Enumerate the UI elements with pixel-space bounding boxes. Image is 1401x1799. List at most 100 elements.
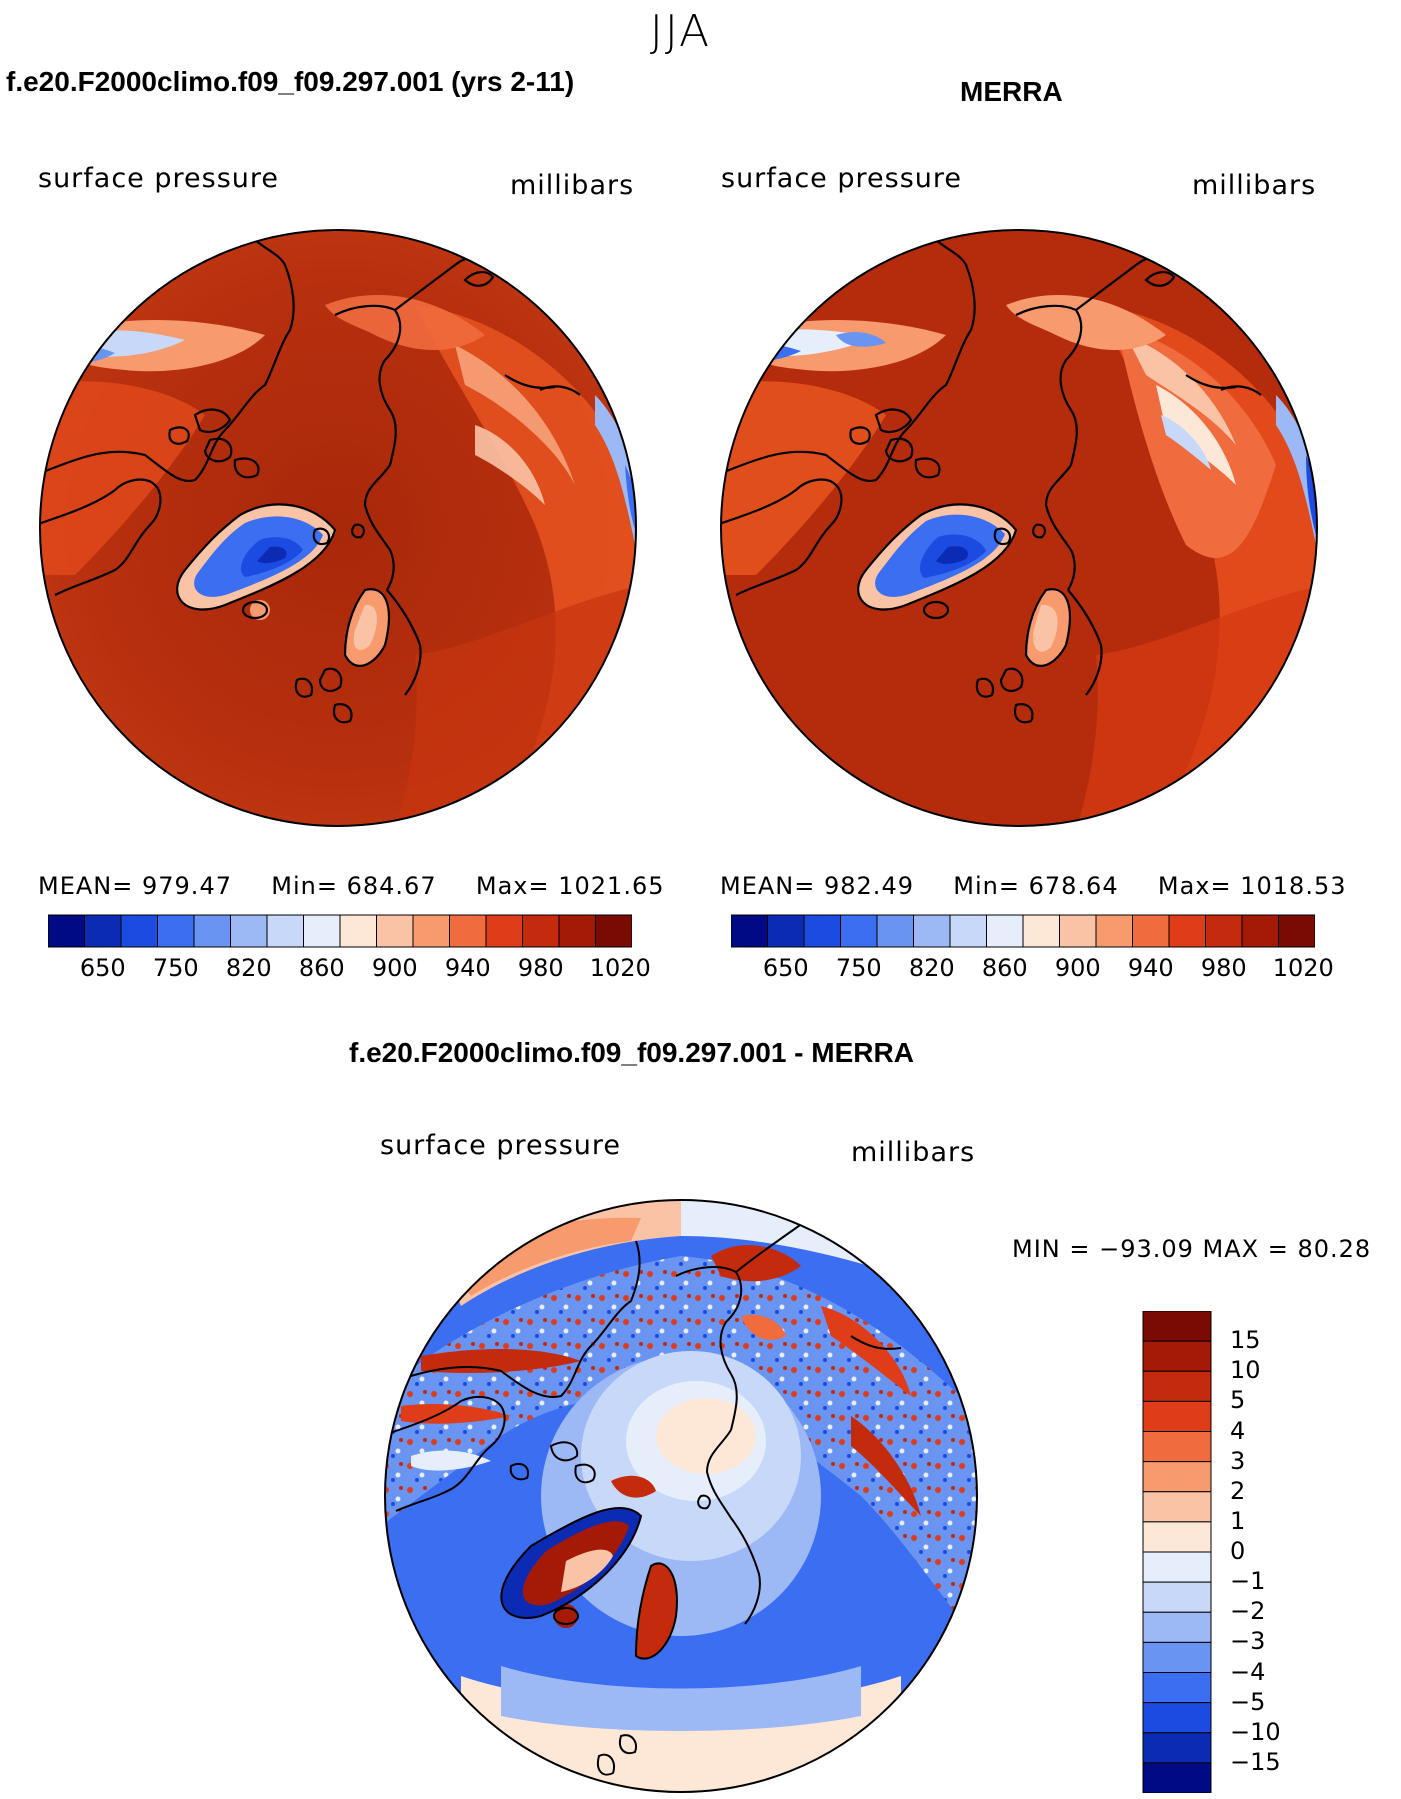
merra-colorbar: [731, 914, 1315, 948]
colorbar-tick-label: 1020: [1272, 954, 1334, 982]
colorbar-swatch: [522, 914, 560, 948]
colorbar-swatch: [986, 914, 1024, 948]
colorbar-tick-label: −5: [1230, 1687, 1266, 1716]
colorbar-swatch: [731, 914, 768, 948]
colorbar-tick-label: −3: [1230, 1627, 1266, 1656]
colorbar-swatch: [803, 914, 841, 948]
colorbar-swatch: [1142, 1400, 1212, 1432]
colorbar-tick-label: 1: [1230, 1506, 1246, 1535]
colorbar-swatch: [412, 914, 450, 948]
colorbar-tick-label: 10: [1230, 1356, 1261, 1385]
colorbar-swatch: [595, 914, 632, 948]
colorbar-tick-label: 750: [152, 954, 199, 982]
colorbar-swatch: [48, 914, 85, 948]
colorbar-swatch: [1059, 914, 1097, 948]
colorbar-swatch: [157, 914, 195, 948]
merra-colorbar-ticks: 650 750 820 860 900 940 980 1020: [731, 954, 1334, 984]
colorbar-swatch: [1142, 1641, 1212, 1673]
merra-mean-label: MEAN=: [720, 872, 816, 900]
colorbar-tick-label: 750: [835, 954, 882, 982]
colorbar-swatch: [1095, 914, 1133, 948]
colorbar-swatch: [303, 914, 341, 948]
model-variable-label: surface pressure: [38, 163, 279, 194]
merra-mean-value: 982.49: [824, 872, 914, 900]
diff-polar-map: [384, 1199, 978, 1793]
colorbar-swatch: [1142, 1431, 1212, 1463]
merra-stats: MEAN= 982.49 Min= 678.64 Max= 1018.53: [720, 872, 1347, 900]
model-max-value: 1021.65: [558, 872, 665, 900]
colorbar-tick-label: 940: [1127, 954, 1174, 982]
colorbar-swatch: [230, 914, 268, 948]
colorbar-tick-label: 940: [444, 954, 491, 982]
diff-units-label: millibars: [851, 1137, 976, 1168]
colorbar-tick-label: 820: [225, 954, 272, 982]
model-panel-title: f.e20.F2000climo.f09_f09.297.001 (yrs 2-…: [6, 66, 575, 97]
colorbar-tick-label: 1020: [589, 954, 651, 982]
colorbar-swatch: [840, 914, 878, 948]
merra-min-value: 678.64: [1028, 872, 1119, 900]
model-stats: MEAN= 979.47 Min= 684.67 Max= 1021.65: [38, 872, 665, 900]
colorbar-swatch: [1142, 1551, 1212, 1583]
model-min-label: Min=: [271, 872, 338, 900]
colorbar-swatch: [767, 914, 805, 948]
model-colorbar: [48, 914, 632, 948]
colorbar-tick-label: 2: [1230, 1476, 1246, 1505]
colorbar-swatch: [1142, 1311, 1212, 1342]
colorbar-swatch: [1278, 914, 1315, 948]
colorbar-tick-label: 980: [1200, 954, 1247, 982]
merra-min-label: Min=: [953, 872, 1020, 900]
merra-panel-title: MERRA: [960, 76, 1063, 107]
colorbar-swatch: [1142, 1702, 1212, 1734]
colorbar-swatch: [449, 914, 487, 948]
merra-max-value: 1018.53: [1240, 872, 1347, 900]
colorbar-tick-label: 3: [1230, 1446, 1246, 1475]
colorbar-swatch: [120, 914, 158, 948]
diff-variable-label: surface pressure: [380, 1130, 621, 1161]
colorbar-swatch: [1142, 1491, 1212, 1523]
model-colorbar-ticks: 650 750 820 860 900 940 980 1020: [48, 954, 651, 984]
diff-colorbar-ticks: 15 10 5 4 3 2 1 0 −1 −2 −3 −4 −5 −10 −15: [1222, 1311, 1322, 1793]
colorbar-swatch: [1142, 1370, 1212, 1402]
merra-max-label: Max=: [1157, 872, 1232, 900]
colorbar-swatch: [1142, 1581, 1212, 1613]
colorbar-swatch: [1142, 1732, 1212, 1764]
diff-colorbar: [1142, 1311, 1212, 1793]
colorbar-tick-label: 0: [1230, 1537, 1246, 1565]
colorbar-swatch: [193, 914, 231, 948]
colorbar-tick-label: 15: [1230, 1326, 1261, 1355]
colorbar-swatch: [339, 914, 377, 948]
colorbar-swatch: [84, 914, 122, 948]
colorbar-tick-label: 900: [1054, 954, 1101, 982]
colorbar-tick-label: 650: [79, 954, 126, 982]
colorbar-swatch: [1142, 1521, 1212, 1553]
colorbar-swatch: [485, 914, 523, 948]
merra-variable-label: surface pressure: [721, 163, 962, 194]
colorbar-swatch: [913, 914, 951, 948]
colorbar-swatch: [1142, 1611, 1212, 1643]
colorbar-tick-label: 900: [371, 954, 418, 982]
colorbar-swatch: [1142, 1340, 1212, 1372]
colorbar-swatch: [1142, 1461, 1212, 1493]
colorbar-tick-label: 980: [517, 954, 564, 982]
colorbar-swatch: [266, 914, 304, 948]
colorbar-swatch: [1022, 914, 1060, 948]
colorbar-tick-label: −2: [1230, 1597, 1266, 1626]
diff-minmax: MIN = −93.09 MAX = 80.28: [1012, 1235, 1372, 1263]
colorbar-swatch: [1205, 914, 1243, 948]
colorbar-swatch: [876, 914, 914, 948]
colorbar-tick-label: −1: [1230, 1567, 1266, 1596]
model-max-label: Max=: [475, 872, 550, 900]
merra-polar-map: [720, 229, 1318, 827]
colorbar-swatch: [1168, 914, 1206, 948]
diff-panel-title: f.e20.F2000climo.f09_f09.297.001 - MERRA: [349, 1037, 914, 1068]
colorbar-swatch: [1142, 1762, 1212, 1793]
colorbar-tick-label: −10: [1230, 1717, 1281, 1746]
colorbar-swatch: [1241, 914, 1279, 948]
colorbar-tick-label: 860: [298, 954, 345, 982]
model-mean-label: MEAN=: [38, 872, 134, 900]
colorbar-tick-label: 650: [762, 954, 809, 982]
season-title: JJA: [649, 6, 712, 57]
colorbar-swatch: [376, 914, 414, 948]
model-min-value: 684.67: [346, 872, 437, 900]
colorbar-swatch: [949, 914, 987, 948]
